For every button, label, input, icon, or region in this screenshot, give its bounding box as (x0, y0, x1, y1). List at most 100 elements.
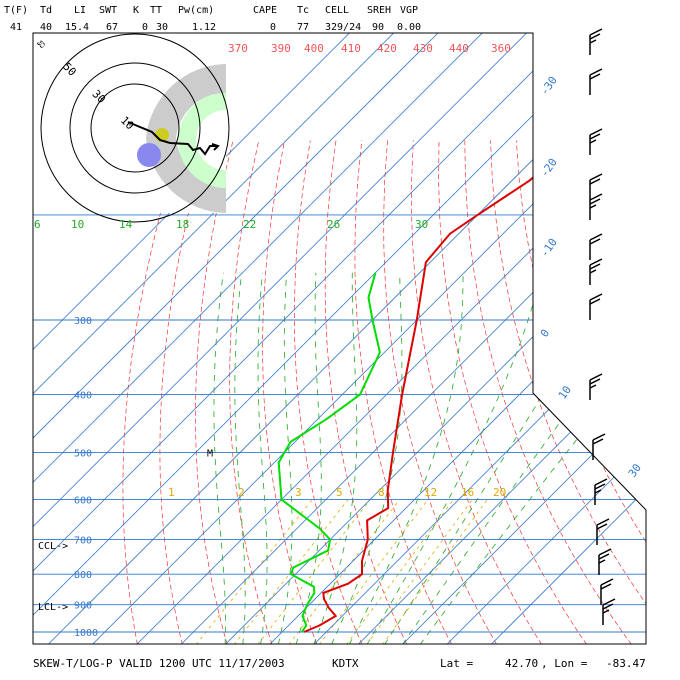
moist-adiabat (366, 272, 542, 644)
header-label: Pw(cm) (178, 5, 214, 16)
moist-adiabat (348, 272, 464, 644)
hodograph-arrow (211, 143, 220, 151)
header-value: 40 (40, 22, 52, 33)
header-label: LI (74, 5, 86, 16)
hodograph-gray-band (146, 64, 226, 213)
wind-barb (589, 28, 603, 55)
wind-barb (589, 173, 603, 200)
dry-adiabat (383, 140, 498, 644)
footer: SKEW-T/LOG-P VALID 1200 UTC 11/17/2003 K… (33, 657, 646, 670)
header-label: SWT (99, 5, 117, 16)
moist-adiabat (213, 272, 226, 644)
header-label: SREH (367, 5, 391, 16)
lat-label: Lat = (440, 657, 473, 670)
theta-label: 410 (341, 42, 361, 55)
wind-barbs (589, 28, 616, 625)
theta-label: 420 (377, 42, 397, 55)
wind-barb (589, 193, 603, 220)
storm-motion-marker (137, 143, 161, 167)
header-value: 0 (270, 22, 276, 33)
level-marker: CCL-> (38, 541, 68, 552)
moist-adiabat (277, 272, 293, 644)
wind-barb (602, 598, 616, 625)
mixing-ratio-label: 20 (493, 486, 506, 499)
pressure-tick-label: 500 (74, 448, 92, 459)
dry-adiabat (262, 140, 318, 644)
moist-adiabat (384, 272, 615, 644)
header-label: T(F) (4, 5, 28, 16)
moist-adiabat (401, 272, 646, 644)
hodograph-inset: 50 30 10 ಖ (33, 33, 230, 223)
wind-barb (589, 293, 603, 320)
dry-adiabat (515, 140, 646, 644)
isotherm-label: -20 (538, 156, 560, 180)
header-value: 90 (372, 22, 384, 33)
pressure-tick-label: 300 (74, 316, 92, 327)
pressure-tick-label: 600 (74, 496, 92, 507)
header-label: K (133, 5, 139, 16)
dry-adiabat (464, 140, 632, 644)
pressure-tick-label: 400 (74, 391, 92, 402)
mixing-ratio-label: 1 (168, 486, 175, 499)
hodograph-trace (127, 121, 218, 156)
dry-adiabat (229, 140, 273, 644)
theta-label: 430 (413, 42, 433, 55)
wind-barb (589, 373, 603, 400)
theta-e-label: 26 (327, 218, 340, 231)
header-value: 30 (156, 22, 168, 33)
mixing-ratio-line (382, 499, 488, 644)
isotherm-label: 0 (538, 327, 552, 340)
wind-barb (598, 548, 612, 575)
lon-value: -83.47 (606, 657, 646, 670)
mixing-ratio-label: 12 (424, 486, 437, 499)
isotherm (33, 33, 452, 644)
dry-adiabat (644, 140, 646, 644)
level-marker: LCL-> (38, 602, 68, 613)
wind-barb (592, 433, 606, 460)
isotherm (346, 33, 646, 644)
theta-label: 370 (228, 42, 248, 55)
moist-adiabat (331, 272, 403, 644)
mixing-ratio-label: 16 (461, 486, 474, 499)
moist-adiabat (295, 272, 322, 644)
chart-title: SKEW-T/LOG-P VALID 1200 UTC 11/17/2003 (33, 657, 285, 670)
theta-e-label: 6 (34, 218, 41, 231)
mixing-ratio-line (195, 499, 313, 644)
mixing-ratio-line (257, 499, 371, 644)
isotherm-label: -30 (538, 74, 560, 98)
isotherm (33, 33, 496, 644)
wind-barb (596, 518, 610, 545)
hodograph-green-band (178, 92, 226, 188)
dry-adiabat (618, 140, 646, 644)
mixing-ratio-label: 3 (295, 486, 302, 499)
lat-value: 42.70 (505, 657, 538, 670)
plot-border (32, 32, 647, 645)
pressure-tick-label: 900 (74, 601, 92, 612)
dry-adiabat (122, 140, 182, 644)
isotherm (33, 33, 363, 644)
theta-e-label: 30 (415, 218, 428, 231)
dry-adiabat (671, 140, 680, 644)
isotherm (258, 33, 646, 644)
isotherm (302, 33, 646, 644)
hodograph-ring-middle (69, 62, 201, 194)
header-label: Tc (297, 5, 309, 16)
wind-barb (589, 128, 603, 155)
moist-adiabat (257, 272, 268, 644)
moist-adiabat (313, 272, 358, 644)
header-label: CAPE (253, 5, 277, 16)
header-value: 41 (10, 22, 22, 33)
mixing-ratio-label: 2 (238, 486, 245, 499)
isotherm-label: 30 (626, 461, 644, 479)
mixing-ratio-label: 8 (378, 486, 385, 499)
isotherm-label: -10 (538, 236, 560, 260)
moist-adiabat (234, 272, 246, 644)
isotherm (33, 33, 540, 644)
isotherm (435, 33, 646, 644)
header-label: VGP (400, 5, 418, 16)
theta-label: 440 (449, 42, 469, 55)
dry-adiabat (294, 140, 363, 644)
theta-e-label: 18 (176, 218, 189, 231)
header-value: 0.00 (397, 22, 421, 33)
